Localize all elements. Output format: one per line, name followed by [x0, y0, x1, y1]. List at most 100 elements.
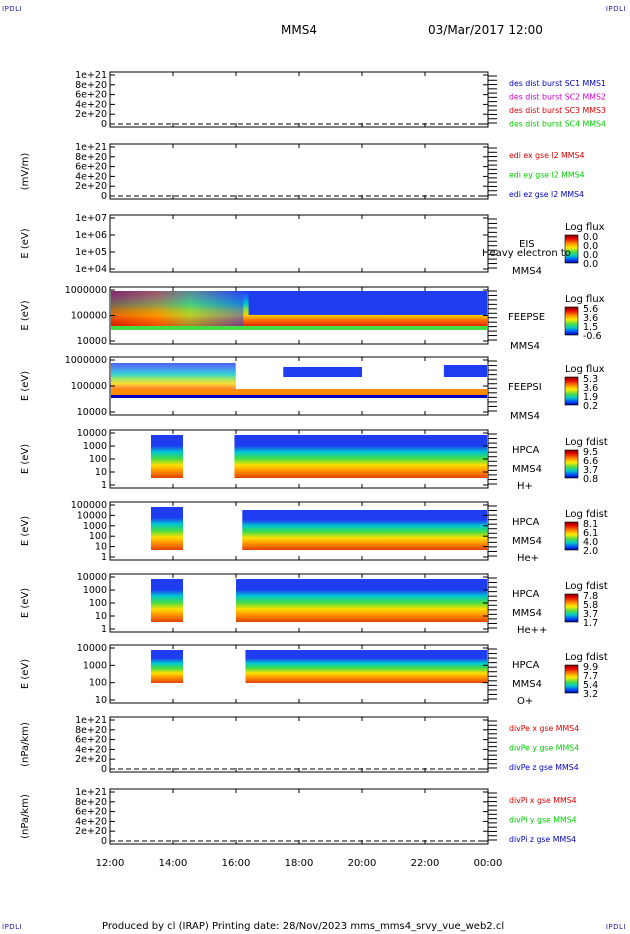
y-tick-label: 10	[95, 542, 107, 553]
spectrogram-block	[443, 365, 487, 377]
colorbar-title: Log fdist	[565, 581, 608, 592]
spectrogram-block	[111, 291, 244, 328]
instrument-label: FEEPSI	[508, 382, 542, 393]
spacecraft-label: MMS4	[512, 464, 542, 475]
y-tick-label: 2e+20	[75, 754, 107, 765]
spectrogram-block	[111, 389, 487, 397]
y-tick-label: 6e+20	[75, 735, 107, 746]
y-tick-label: 1000000	[65, 355, 107, 366]
x-tick-label: 14:00	[159, 858, 188, 869]
plot-frame	[109, 716, 489, 773]
panel-divpe	[109, 716, 497, 773]
y-tick-label: 0	[101, 191, 107, 202]
y-tick-label: 8e+20	[75, 80, 107, 91]
y-tick-label: 1e+06	[75, 230, 107, 241]
panel-mms-curlometer	[109, 71, 497, 128]
x-tick-label: 16:00	[222, 858, 251, 869]
y-tick-label: 1e+21	[75, 142, 107, 153]
colorbar-tick-label: 0.8	[583, 474, 598, 485]
y-tick-label: 10000	[77, 407, 107, 418]
y-axis-label: E (eV)	[20, 228, 31, 258]
y-axis-label: (mV/m)	[20, 153, 31, 191]
y-tick-label: 10	[95, 611, 107, 622]
legend-entry: des dist burst SC1 MMS1	[509, 79, 606, 88]
y-tick-label: 10000	[77, 510, 107, 521]
legend-entry: divPe z gse MMS4	[509, 763, 579, 772]
panel-feepse	[109, 286, 579, 345]
spectrogram-block	[111, 326, 487, 330]
panel-divpi	[109, 788, 497, 845]
legend-entry: edi ez gse l2 MMS4	[509, 190, 584, 199]
legend-entry: edi ex gse l2 MMS4	[509, 151, 584, 160]
y-tick-label: 4e+20	[75, 744, 107, 755]
colorbar	[564, 449, 579, 479]
y-tick-label: 1e+21	[75, 70, 107, 81]
y-tick-label: 1000	[83, 585, 107, 596]
y-tick-label: 4e+20	[75, 816, 107, 827]
spectrogram-block	[283, 367, 362, 377]
y-axis-label: E (eV)	[20, 300, 31, 330]
species-label: He+	[517, 553, 539, 564]
corner-label-bottom-left: IPDLI	[2, 923, 23, 931]
y-tick-label: 0	[101, 119, 107, 130]
colorbar-tick-label: 9.9	[583, 662, 598, 673]
legend-entry: des dist burst SC4 MMS4	[509, 120, 606, 129]
colorbar-tick-label: 3.6	[583, 383, 598, 394]
species-label: O+	[517, 696, 533, 707]
panel-hpca-he2	[109, 573, 579, 633]
colorbar-tick-label: 3.7	[583, 609, 598, 620]
y-tick-label: 6e+20	[75, 807, 107, 818]
legend-entry: divPe y gse MMS4	[509, 744, 579, 753]
y-tick-label: 100	[89, 598, 107, 609]
colorbar-title: Log fdist	[565, 509, 608, 520]
y-tick-label: 2e+20	[75, 826, 107, 837]
colorbar	[564, 306, 579, 336]
y-tick-label: 1	[101, 624, 107, 635]
instrument-label: FEEPSE	[508, 312, 545, 323]
y-tick-label: 10	[95, 695, 107, 706]
panel-feepsi	[109, 356, 579, 416]
colorbar	[564, 376, 579, 406]
y-tick-label: 2e+20	[75, 181, 107, 192]
corner-label-bottom-right: IPDLI	[605, 923, 626, 931]
x-tick-label: 20:00	[348, 858, 377, 869]
colorbar-tick-label: 1.9	[583, 392, 598, 403]
panel-edi-e	[109, 143, 497, 200]
y-tick-label: 4e+20	[75, 171, 107, 182]
panel-hpca-h	[109, 429, 579, 489]
spacecraft-label: MMS4	[512, 536, 542, 547]
colorbar-tick-label: 7.7	[583, 671, 598, 682]
colorbar	[564, 664, 579, 694]
y-axis-label: (nPa/km)	[20, 722, 31, 767]
spacecraft-label: MMS4	[512, 266, 542, 277]
spectrogram-block	[242, 510, 487, 550]
colorbar-tick-label: 5.8	[583, 600, 598, 611]
colorbar-tick-label: 0.0	[583, 232, 598, 243]
spacecraft-label: MMS4	[510, 341, 540, 352]
legend-entry: divPi z gse MMS4	[509, 835, 576, 844]
colorbar-tick-label: -0.6	[583, 331, 602, 342]
spectrogram-block	[248, 291, 487, 315]
colorbar-title: Log flux	[565, 222, 605, 233]
panel-hpca-o	[109, 644, 579, 704]
legend-entry: divPi y gse MMS4	[509, 816, 577, 825]
y-tick-label: 100	[89, 678, 107, 689]
y-tick-label: 100	[89, 531, 107, 542]
y-tick-label: 100	[89, 454, 107, 465]
instrument-label: HPCA	[512, 660, 540, 671]
spectrogram-block	[150, 650, 184, 683]
y-tick-label: 1000	[83, 441, 107, 452]
y-tick-label: 1e+21	[75, 787, 107, 798]
instrument-label: HPCA	[512, 445, 540, 456]
plot-frame	[109, 71, 489, 128]
plot-frame	[109, 214, 489, 273]
colorbar-tick-label: 1.7	[583, 618, 598, 629]
y-tick-label: 1e+05	[75, 247, 107, 258]
colorbar-tick-label: 2.0	[583, 546, 598, 557]
y-tick-label: 6e+20	[75, 90, 107, 101]
colorbar-tick-label: 5.3	[583, 374, 598, 385]
legend-entry: divPi x gse MMS4	[509, 796, 577, 805]
y-tick-label: 10000	[77, 336, 107, 347]
y-tick-label: 8e+20	[75, 797, 107, 808]
x-tick-label: 22:00	[411, 858, 440, 869]
